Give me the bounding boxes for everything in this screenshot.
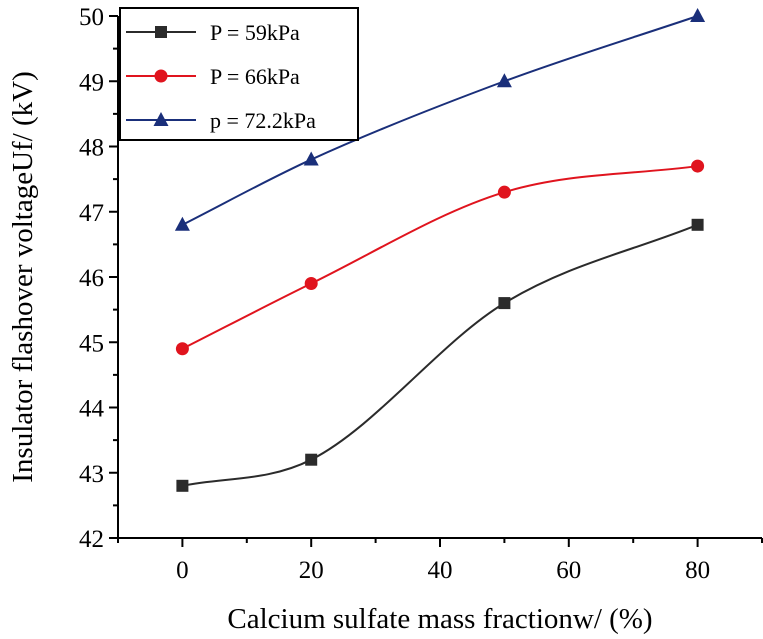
legend-label: P = 66kPa <box>210 64 300 89</box>
data-point-series-1 <box>176 479 189 492</box>
data-point-series-2 <box>691 159 705 173</box>
data-point-series-1 <box>691 218 704 231</box>
series-line-1 <box>182 223 698 487</box>
data-point-series-2 <box>175 342 189 356</box>
series-line-2 <box>181 165 698 350</box>
y-tick-label: 46 <box>79 265 104 292</box>
data-point-series-3 <box>690 8 706 22</box>
x-axis-title: Calcium sulfate mass fractionw/ (%) <box>227 603 652 635</box>
data-point-series-2 <box>304 277 318 291</box>
data-point-series-1 <box>305 453 318 466</box>
legend-marker <box>153 112 169 126</box>
y-tick-label: 49 <box>79 69 104 96</box>
x-tick-label: 20 <box>299 557 324 584</box>
data-point-series-3 <box>174 216 190 231</box>
data-point-series-2 <box>497 185 511 199</box>
axes: 42 43 44 45 46 47 48 49 50 0 20 40 60 80 <box>79 4 763 584</box>
series-line-3 <box>181 15 698 226</box>
x-tick-label: 0 <box>176 557 189 584</box>
y-tick-label: 48 <box>79 135 104 162</box>
data-point-series-3 <box>496 73 512 88</box>
legend: P = 59kPa P = 66kPa p = 72.2kPa <box>119 7 359 141</box>
x-tick-label: 80 <box>685 557 710 584</box>
data-point-series-1 <box>498 297 511 310</box>
legend-marker <box>155 26 167 38</box>
legend-marker <box>154 69 168 83</box>
series-group <box>174 8 706 492</box>
x-tick-label: 40 <box>428 557 453 584</box>
y-tick-label: 50 <box>79 4 104 31</box>
data-point-series-3 <box>303 151 319 166</box>
y-axis-title: Insulator flashover voltageUf/ (kV) <box>7 71 39 483</box>
legend-label: p = 72.2kPa <box>210 108 316 133</box>
legend-label: P = 59kPa <box>210 20 300 45</box>
y-tick-label: 42 <box>79 526 104 553</box>
y-tick-label: 45 <box>79 330 104 357</box>
y-tick-label: 43 <box>79 461 104 488</box>
y-tick-label: 47 <box>79 200 104 227</box>
x-tick-label: 60 <box>556 557 581 584</box>
y-tick-label: 44 <box>79 396 105 423</box>
